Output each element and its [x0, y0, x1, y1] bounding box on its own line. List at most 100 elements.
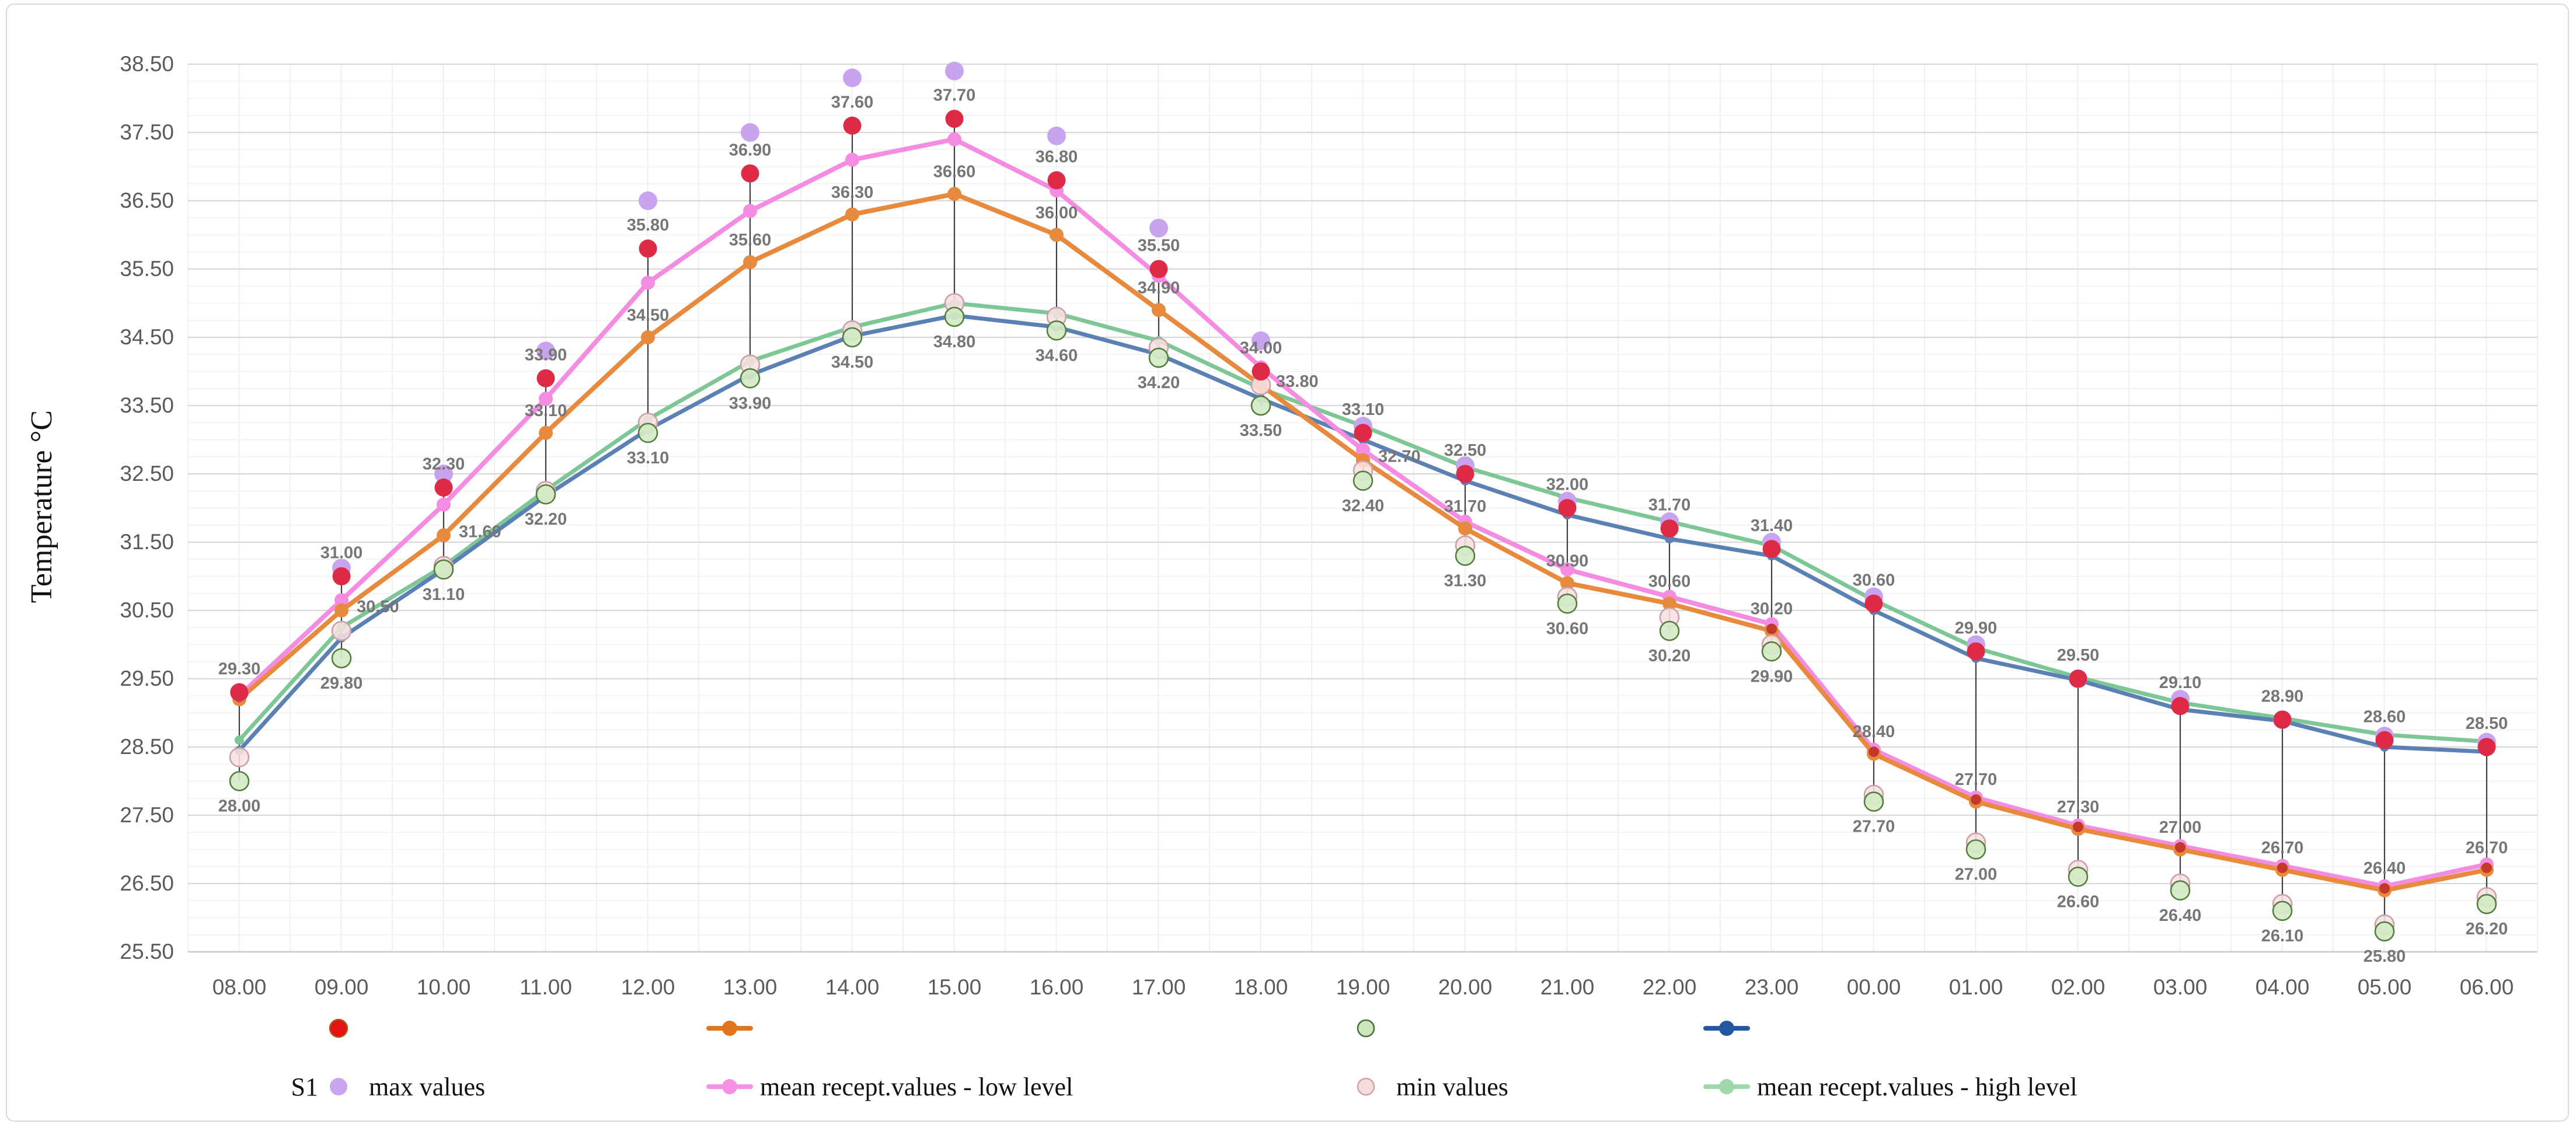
legend-label: max values [369, 1073, 485, 1101]
max-red-marker [945, 110, 964, 128]
data-label-mid: 26.70 [2261, 839, 2304, 857]
x-tick-label: 15.00 [928, 975, 982, 999]
data-label-mid: 33.80 [1276, 372, 1319, 391]
red-dot-icon [329, 1018, 348, 1038]
min-green-circle-series-marker [1557, 594, 1578, 614]
x-tick-label: 17.00 [1132, 975, 1186, 999]
secondary-red-dot [2175, 842, 2185, 853]
data-label-bottom: 27.00 [1955, 865, 1998, 884]
secondary-red-dot [1971, 794, 1981, 805]
max-red-marker [1252, 362, 1270, 381]
mean-low-level-orange-series-marker [641, 330, 655, 344]
legend-item-mean-recept-values-high-level: mean recept.values - high level [1703, 1073, 2077, 1101]
min-green-circle-series-marker [2272, 900, 2293, 921]
x-tick-label: 03.00 [2153, 975, 2208, 999]
mean-low-level-orange-series-marker [437, 528, 451, 543]
min-green-circle-series-marker [637, 423, 658, 444]
blue-line-dot-icon [1719, 1021, 1734, 1036]
data-label-bottom: 31.30 [1444, 572, 1487, 591]
data-label-top: 29.10 [2159, 673, 2202, 692]
green-circle-icon [1357, 1019, 1375, 1038]
y-tick-label: 35.50 [120, 257, 174, 281]
max-red-marker [2171, 697, 2190, 715]
data-label-mid: 36.60 [933, 163, 976, 181]
min-green-circle-series-marker [331, 648, 352, 669]
max-purple-marker [434, 465, 453, 483]
min-green-circle-series-marker [842, 327, 863, 348]
y-tick-label: 29.50 [120, 666, 174, 690]
min-green-circle-series-marker [1148, 347, 1169, 368]
data-label-bottom: 29.80 [320, 674, 363, 693]
max-red-marker [2273, 710, 2292, 729]
data-label-mid: 35.60 [729, 231, 772, 250]
mean-high-level-green-series-marker [235, 735, 244, 745]
max-red-marker [1354, 424, 1372, 442]
data-label-top: 31.70 [1648, 496, 1691, 515]
max-red-marker [1456, 465, 1475, 483]
y-tick-label: 28.50 [120, 735, 174, 759]
data-label-bottom: 33.10 [627, 449, 670, 467]
orange-line-dot-icon [722, 1021, 737, 1036]
min-green-circle-series-marker [1046, 320, 1067, 341]
data-label-mid: 30.90 [1546, 552, 1589, 571]
x-tick-label: 12.00 [621, 975, 675, 999]
legend-label: min values [1396, 1073, 1508, 1101]
data-label-mid: 36.00 [1036, 204, 1078, 222]
min-green-circle-series-marker [1353, 470, 1374, 491]
min-green-circle-series-marker [1863, 791, 1884, 812]
data-label-top: 31.00 [320, 544, 363, 563]
x-tick-label: 14.00 [825, 975, 880, 999]
max-red-marker [230, 683, 249, 701]
max-red-marker [1149, 260, 1168, 278]
data-label-mid: 27.30 [2057, 798, 2100, 816]
mean-low-level-pink-series-marker [437, 497, 451, 512]
mean-low-level-orange-series-marker [1560, 576, 1574, 591]
data-label-top: 28.50 [2466, 714, 2508, 733]
data-label-bottom: 32.40 [1342, 497, 1385, 515]
mean-low-level-pink-series-marker [1560, 562, 1574, 577]
max-red-marker [1047, 171, 1066, 190]
data-label-top: 33.10 [1342, 400, 1385, 419]
max-purple-marker [1252, 331, 1270, 350]
data-label-bottom: 29.90 [1751, 667, 1793, 686]
mean-low-level-orange-series-marker [1152, 303, 1166, 317]
legend-item-row1 [706, 1021, 753, 1036]
data-label-top: 28.60 [2364, 707, 2406, 726]
data-label-mid: 26.70 [2466, 839, 2508, 857]
data-label-top: 34.00 [1240, 339, 1282, 358]
min-values-series-marker [229, 747, 250, 767]
x-tick-label: 23.00 [1745, 975, 1799, 999]
y-tick-label: 33.50 [120, 393, 174, 417]
plot-layer: 29.30 28.00 31.00 30.50 29.80 32.30 31.60 31.10… [218, 61, 2508, 966]
x-tick-label: 10.00 [417, 975, 471, 999]
max-red-marker [1864, 594, 1883, 613]
min-green-circle-series-marker [535, 484, 556, 505]
secondary-red-dots [234, 623, 2492, 894]
legend-item-mean-recept-values-low-level: mean recept.values - low level [706, 1073, 1073, 1101]
max-red-series [230, 110, 2496, 756]
max-purple-marker [536, 341, 555, 361]
max-purple-marker [1149, 218, 1168, 238]
mean-low-level-orange-series-marker [1662, 596, 1676, 611]
y-tick-label: 38.50 [120, 52, 174, 76]
data-label-top: 37.70 [933, 86, 976, 105]
secondary-red-dot [2379, 883, 2390, 894]
data-label-bottom: 26.10 [2261, 927, 2304, 945]
data-label-top: 33.90 [525, 345, 567, 364]
data-label-bottom: 32.20 [525, 510, 567, 529]
x-tick-label: 11.00 [520, 975, 572, 999]
green-line-dot-icon [1719, 1079, 1734, 1094]
data-label-mid: 36.30 [831, 183, 874, 202]
data-label-bottom: 34.20 [1138, 373, 1180, 392]
data-label-top: 35.80 [627, 216, 670, 235]
max-purple-marker [639, 191, 657, 210]
pink-circle-icon [1357, 1077, 1375, 1096]
y-tick-label: 26.50 [120, 871, 174, 895]
max-red-marker [1762, 540, 1781, 558]
data-label-mid: 31.70 [1444, 497, 1487, 516]
data-label-bottom: 33.90 [729, 394, 772, 413]
secondary-red-dot [2481, 863, 2492, 874]
max-purple-marker [945, 61, 964, 81]
min-green-circle-series-marker [2170, 880, 2191, 900]
y-tick-label: 36.50 [120, 189, 174, 212]
